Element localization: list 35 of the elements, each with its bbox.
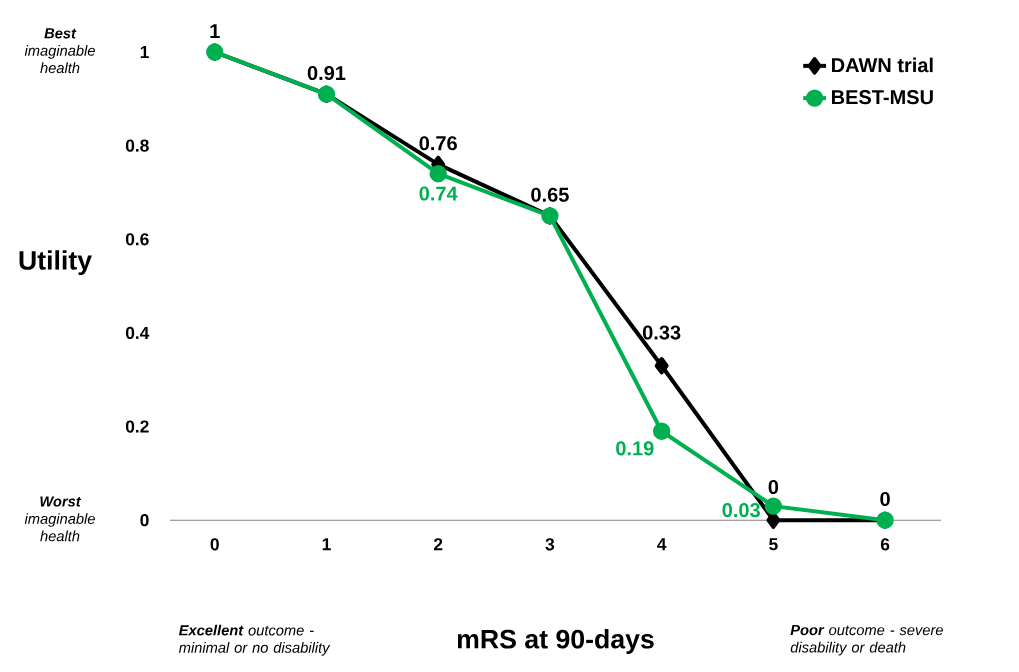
x-tick-label: 5 — [769, 538, 778, 551]
y-tick-label: 0.8 — [125, 139, 149, 152]
legend-label: DAWN trial — [831, 57, 933, 73]
data-label: 0.19 — [616, 441, 654, 456]
legend-label: BEST-MSU — [831, 90, 933, 105]
text: Worst imaginable health — [24, 496, 95, 542]
y-tick-label: 0 — [140, 513, 149, 527]
y-axis-title: Utility — [19, 250, 92, 276]
y-tick-label: 0.4 — [125, 326, 150, 339]
data-label: 0.74 — [419, 186, 458, 201]
y-tick-label: 0.2 — [125, 420, 149, 433]
data-label: 0 — [768, 479, 779, 494]
x-tick-label: 6 — [880, 538, 890, 551]
y-tick-label: 0.6 — [125, 233, 149, 246]
x-tick-label: 4 — [657, 538, 667, 551]
point — [764, 497, 783, 515]
data-label: 0.33 — [642, 325, 681, 340]
point — [654, 356, 669, 375]
data-label: 0.76 — [419, 136, 457, 151]
data-label: 0.91 — [307, 65, 346, 80]
text: Excellent outcome - minimal or no disability — [178, 624, 331, 656]
x-tick-label: 1 — [322, 538, 331, 551]
x-tick-label: 2 — [433, 538, 443, 551]
x-tick-label: 0 — [210, 538, 219, 551]
data-label: 1 — [210, 24, 220, 38]
y-tick-label: 1 — [140, 45, 149, 58]
data-label: 0 — [880, 491, 890, 506]
text: Poor outcome - severe disability or death — [790, 624, 943, 656]
x-tick-label: 3 — [545, 538, 555, 551]
point — [429, 164, 447, 183]
x-axis-title: mRS at 90-days — [457, 628, 654, 654]
data-label: 0.03 — [722, 502, 760, 518]
data-label: 0.65 — [531, 187, 569, 202]
point — [652, 422, 671, 440]
text: Best imaginable health — [24, 28, 95, 74]
